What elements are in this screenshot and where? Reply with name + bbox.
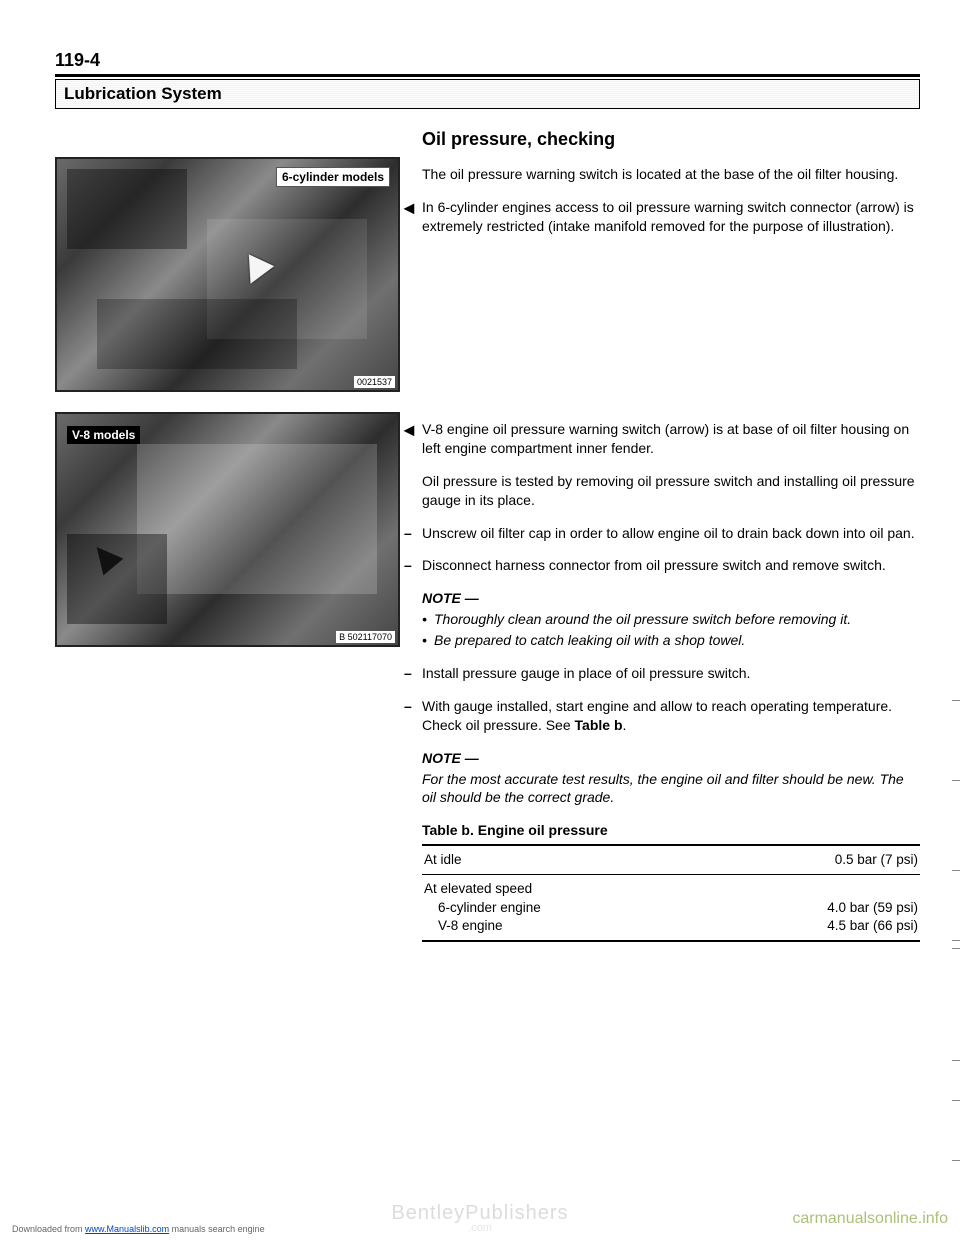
note-text: For the most accurate test results, the … [422, 770, 920, 808]
table-cell: 0.5 bar (7 psi) [701, 845, 920, 875]
divider [55, 74, 920, 77]
table-cell: 4.0 bar (59 psi) 4.5 bar (66 psi) [701, 875, 920, 941]
paragraph: The oil pressure warning switch is locat… [422, 165, 920, 184]
dash-icon: – [404, 556, 412, 575]
sub-label: 6-cylinder engine [424, 899, 699, 917]
paragraph-text: In 6-cylinder engines access to oil pres… [422, 199, 914, 234]
section-title: Lubrication System [64, 84, 222, 103]
group-label: At elevated speed [424, 881, 532, 896]
footer-site: carmanualsonline.info [792, 1210, 948, 1228]
step-item: – Install pressure gauge in place of oil… [422, 664, 920, 683]
figure-id: 0021537 [354, 376, 395, 388]
step-text: Unscrew oil filter cap in order to allow… [422, 525, 915, 541]
note-bullet: Thoroughly clean around the oil pressure… [422, 610, 920, 629]
step-text: With gauge installed, start engine and a… [422, 698, 892, 733]
step-item: – With gauge installed, start engine and… [422, 697, 920, 735]
step-item: – Unscrew oil filter cap in order to all… [422, 524, 920, 543]
figure-id: B 502117070 [336, 631, 395, 643]
margin-ticks [952, 0, 960, 1242]
figure-v8: V-8 models B 502117070 [55, 412, 400, 647]
paragraph: Oil pressure is tested by removing oil p… [422, 472, 920, 510]
step-item: – Disconnect harness connector from oil … [422, 556, 920, 575]
callout-paragraph: ◄ In 6-cylinder engines access to oil pr… [422, 198, 920, 236]
sub-label: V-8 engine [424, 917, 699, 935]
note-block: NOTE — For the most accurate test result… [422, 749, 920, 808]
figure-label: V-8 models [67, 426, 140, 444]
heading: Oil pressure, checking [422, 127, 920, 151]
dash-icon: – [404, 664, 412, 683]
sub-value: 4.0 bar (59 psi) [703, 899, 918, 917]
note-title: NOTE — [422, 749, 920, 768]
page-number: 119-4 [55, 50, 920, 71]
figure-label: 6-cylinder models [276, 167, 390, 187]
sub-value: 4.5 bar (66 psi) [703, 917, 918, 935]
figure-6cyl: 6-cylinder models 0021537 [55, 157, 400, 392]
dash-icon: – [404, 524, 412, 543]
pointer-icon: ◄ [400, 421, 418, 439]
note-bullet: Be prepared to catch leaking oil with a … [422, 631, 920, 650]
step-text: Install pressure gauge in place of oil p… [422, 665, 750, 681]
pointer-icon: ◄ [400, 199, 418, 217]
table-cell: At elevated speed 6-cylinder engine V-8 … [422, 875, 701, 941]
note-block: NOTE — Thoroughly clean around the oil p… [422, 589, 920, 650]
table-cell: At idle [422, 845, 701, 875]
oil-pressure-table: At idle 0.5 bar (7 psi) At elevated spee… [422, 844, 920, 942]
callout-paragraph: ◄ V-8 engine oil pressure warning switch… [422, 420, 920, 458]
section-header: Lubrication System [55, 79, 920, 109]
step-text: Disconnect harness connector from oil pr… [422, 557, 886, 573]
note-title: NOTE — [422, 589, 920, 608]
paragraph-text: V-8 engine oil pressure warning switch (… [422, 421, 909, 456]
dash-icon: – [404, 697, 412, 716]
table-title: Table b. Engine oil pressure [422, 821, 920, 840]
